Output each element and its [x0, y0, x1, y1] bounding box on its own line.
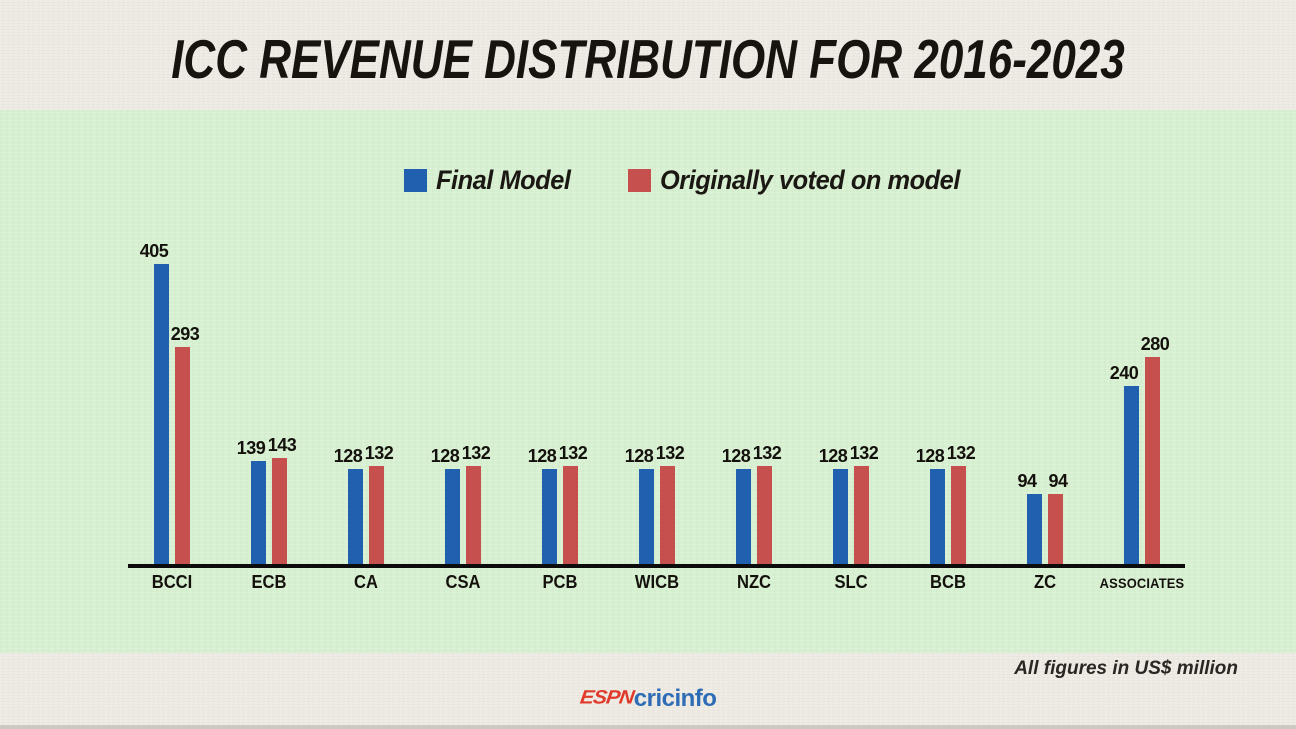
- bar-original-model: [272, 458, 287, 564]
- legend-label-original-model: Originally voted on model: [660, 164, 960, 195]
- bar-value-final-model: 128: [818, 446, 848, 466]
- legend-swatch-original-model: [628, 168, 651, 192]
- category-label: ZC: [1033, 572, 1057, 592]
- bar-original-model: [369, 466, 384, 564]
- bar-original-model: [854, 466, 869, 564]
- bar-original-model: [563, 466, 578, 564]
- espncricinfo-logo: ESPN cricinfo: [0, 684, 1296, 714]
- cricinfo-logo-text: cricinfo: [633, 685, 717, 712]
- bar-value-original-model: 293: [170, 324, 200, 344]
- legend-item-final-model: Final Model: [404, 165, 579, 196]
- bar-original-model: [175, 347, 190, 564]
- bar-original-model: [757, 466, 772, 564]
- bottom-edge-strip: [0, 725, 1296, 729]
- category-label: CSA: [445, 572, 481, 592]
- category-label: SLC: [834, 572, 868, 592]
- bar-original-model: [1048, 494, 1063, 564]
- bar-value-final-model: 139: [236, 438, 266, 458]
- bar-value-final-model: 128: [333, 446, 363, 466]
- bar-value-original-model: 132: [558, 443, 588, 463]
- bar-value-original-model: 280: [1140, 334, 1170, 354]
- legend-swatch-final-model: [404, 168, 427, 192]
- category-label: BCCI: [151, 572, 193, 592]
- legend: Final Model Originally voted on model: [404, 165, 979, 196]
- espn-logo-text: ESPN: [578, 687, 635, 709]
- bar-value-final-model: 128: [915, 446, 945, 466]
- bar-final-model: [348, 469, 363, 564]
- chart-title: ICC REVENUE DISTRIBUTION FOR 2016-2023: [171, 28, 1125, 90]
- bar-value-final-model: 128: [624, 446, 654, 466]
- category-label: CA: [354, 572, 378, 592]
- footnote: All figures in US$ million: [1014, 658, 1238, 679]
- bar-value-final-model: 405: [139, 241, 169, 261]
- bar-final-model: [1124, 386, 1139, 564]
- bar-final-model: [445, 469, 460, 564]
- bar-value-original-model: 132: [461, 443, 491, 463]
- x-axis-line: [128, 564, 1185, 568]
- category-label: NZC: [736, 572, 772, 592]
- bar-value-final-model: 128: [430, 446, 460, 466]
- bar-final-model: [154, 264, 169, 564]
- bar-final-model: [833, 469, 848, 564]
- legend-label-final-model: Final Model: [436, 164, 571, 195]
- category-label: BCB: [930, 572, 966, 592]
- bar-original-model: [951, 466, 966, 564]
- bar-original-model: [466, 466, 481, 564]
- bar-value-original-model: 132: [849, 443, 879, 463]
- bar-original-model: [1145, 357, 1160, 564]
- bar-value-original-model: 132: [946, 443, 976, 463]
- category-label: ASSOCIATES: [1099, 575, 1185, 591]
- bar-value-final-model: 128: [527, 446, 557, 466]
- bar-value-original-model: 132: [364, 443, 394, 463]
- bar-value-original-model: 132: [752, 443, 782, 463]
- bar-final-model: [251, 461, 266, 564]
- category-label: ECB: [251, 572, 287, 592]
- bar-final-model: [1027, 494, 1042, 564]
- bar-value-final-model: 128: [721, 446, 751, 466]
- bar-final-model: [930, 469, 945, 564]
- bar-final-model: [639, 469, 654, 564]
- bar-value-original-model: 143: [267, 435, 297, 455]
- bar-value-original-model: 94: [1048, 471, 1068, 491]
- legend-item-original-model: Originally voted on model: [628, 165, 979, 196]
- category-label: WICB: [634, 572, 680, 592]
- bar-value-final-model: 94: [1017, 471, 1037, 491]
- bar-final-model: [736, 469, 751, 564]
- chart-background-panel: [0, 110, 1296, 653]
- category-label: PCB: [542, 572, 578, 592]
- bar-value-final-model: 240: [1109, 363, 1139, 383]
- bar-final-model: [542, 469, 557, 564]
- bar-original-model: [660, 466, 675, 564]
- bar-value-original-model: 132: [655, 443, 685, 463]
